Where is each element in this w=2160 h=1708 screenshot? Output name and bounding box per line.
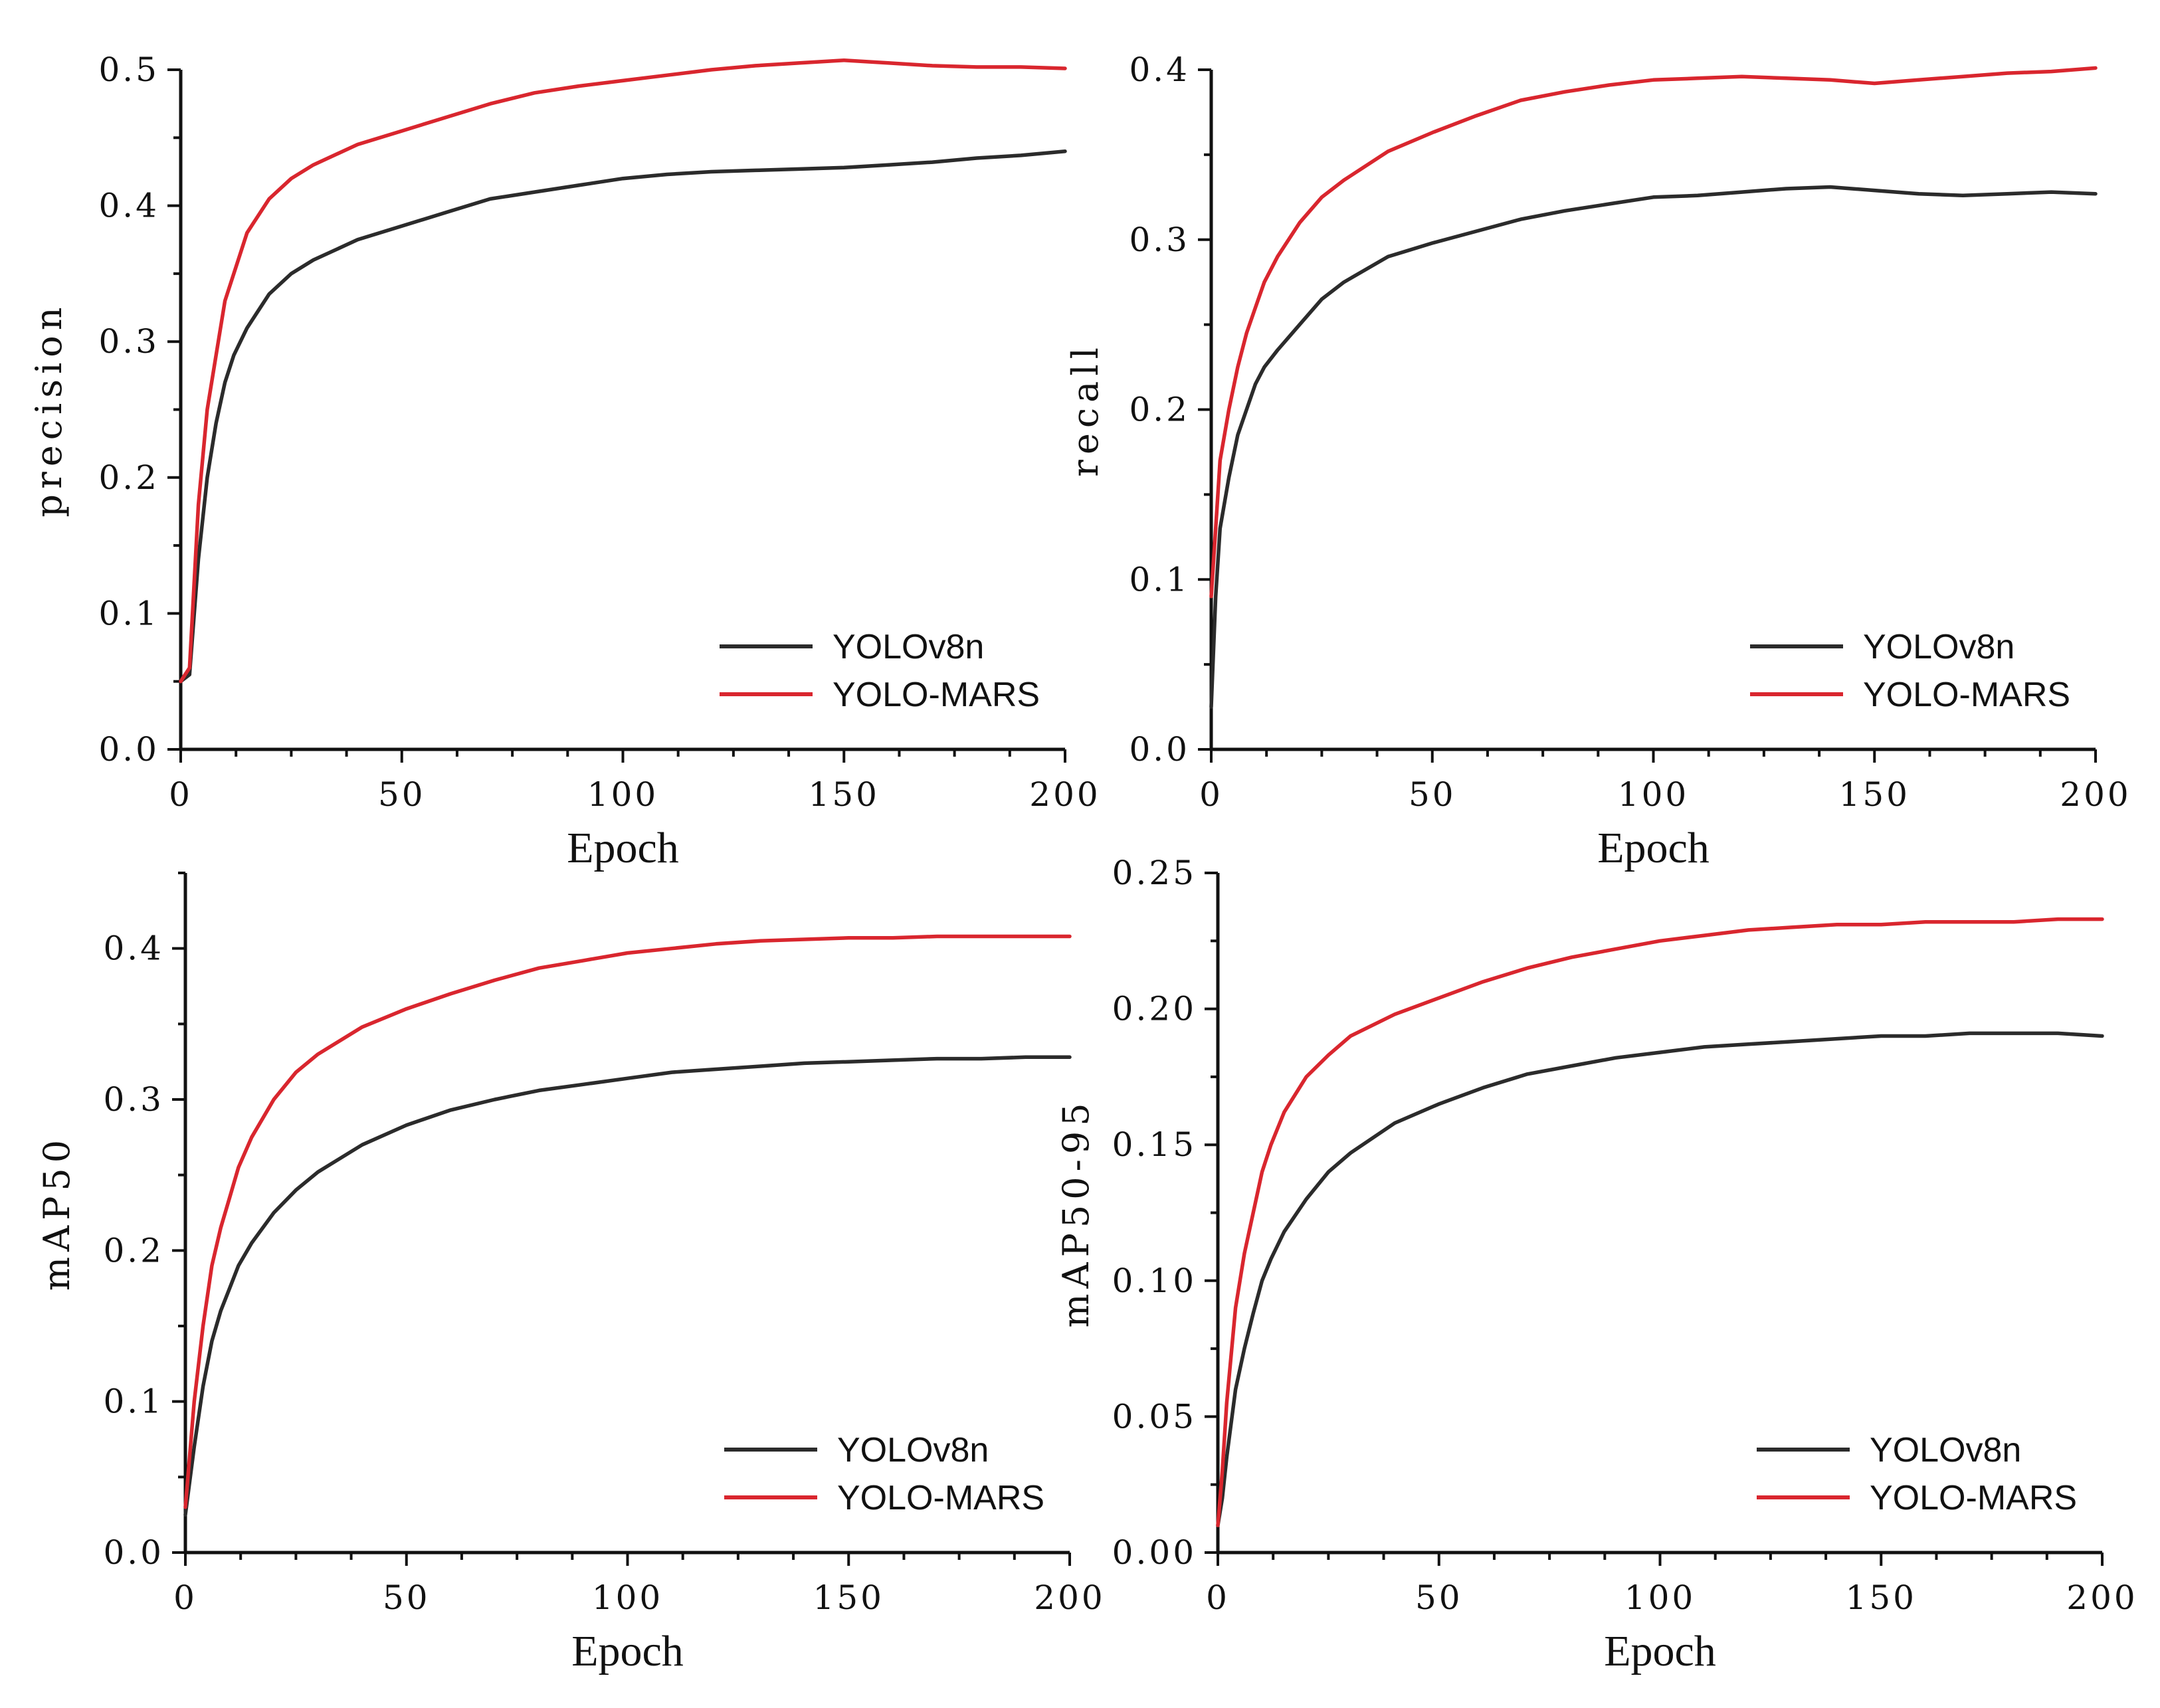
- y-tick-label: 0.2: [98, 458, 159, 497]
- x-tick-label: 50: [378, 775, 426, 814]
- y-tick-label: 0.15: [1112, 1125, 1197, 1164]
- panel-recall: 0 50 100 150 200 0.0 0.1 0.2 0.3 0.4 Epoch recall YO…: [1064, 50, 2131, 872]
- x-tick-label: 150: [809, 775, 880, 814]
- y-tick-label: 0.3: [1129, 221, 1190, 259]
- x-tick-label: 0: [169, 775, 193, 814]
- legend-label-yolov8n: YOLOv8n: [1870, 1431, 2021, 1470]
- x-tick-label: 200: [2066, 1578, 2137, 1617]
- y-tick-label: 0.0: [98, 730, 159, 769]
- y-tick-label: 0.3: [103, 1080, 164, 1119]
- x-tick-label: 100: [587, 775, 658, 814]
- y-tick-label: 0.20: [1112, 990, 1197, 1028]
- series-line-yolo-mars: [1216, 917, 2104, 1527]
- x-axis-title: Epoch: [1604, 1627, 1716, 1675]
- x-tick-label: 200: [1029, 775, 1100, 814]
- y-tick-label: 0.4: [103, 929, 164, 968]
- y-tick-label: 0.1: [98, 594, 159, 632]
- legend-label-yolov8n: YOLOv8n: [1863, 628, 2014, 666]
- series-line-yolov8n: [1209, 185, 2098, 709]
- x-tick-label: 0: [1199, 775, 1223, 814]
- legend-label-yolo-mars: YOLO-MARS: [1870, 1479, 2077, 1517]
- y-tick-label: 0.25: [1112, 854, 1197, 892]
- x-tick-label: 200: [2060, 775, 2131, 814]
- series-line-yolov8n: [1216, 1031, 2104, 1527]
- x-tick-label: 100: [1618, 775, 1689, 814]
- series-line-yolov8n: [179, 149, 1067, 684]
- x-tick-label: 50: [1415, 1578, 1463, 1617]
- x-tick-label: 50: [383, 1578, 431, 1617]
- x-tick-label: 0: [173, 1578, 197, 1617]
- legend-label-yolov8n: YOLOv8n: [837, 1431, 989, 1470]
- series-line-yolo-mars: [183, 934, 1072, 1509]
- y-axis-title: recall: [1064, 342, 1106, 477]
- x-tick-label: 0: [1206, 1578, 1230, 1617]
- x-tick-label: 150: [1846, 1578, 1917, 1617]
- legend-label-yolov8n: YOLOv8n: [833, 628, 984, 666]
- y-tick-label: 0.10: [1112, 1262, 1197, 1300]
- x-axis-title: Epoch: [567, 824, 679, 872]
- x-tick-label: 50: [1409, 775, 1456, 814]
- series-line-yolo-mars: [1209, 66, 2098, 599]
- y-tick-label: 0.0: [1129, 730, 1190, 769]
- y-axis-title: mAP50: [36, 1135, 78, 1291]
- series-line-yolo-mars: [179, 58, 1067, 684]
- panel-map50-95: 0 50 100 150 200 0.00 0.05 0.10 0.15 0.20 0.25 Epoc…: [1055, 854, 2137, 1675]
- y-axis-title: precision: [28, 302, 70, 517]
- y-axis-title: mAP50-95: [1055, 1097, 1097, 1327]
- x-tick-label: 150: [813, 1578, 884, 1617]
- y-tick-label: 0.05: [1112, 1397, 1197, 1436]
- legend-label-yolo-mars: YOLO-MARS: [837, 1479, 1044, 1517]
- x-axis-title: Epoch: [1597, 824, 1710, 872]
- y-tick-label: 0.1: [1129, 560, 1190, 599]
- panel-map50: 0 50 100 150 200 0.0 0.1 0.2 0.3 0.4 Epoch mAP50 YOL…: [36, 872, 1105, 1675]
- panel-precision: 0 50 100 150 200 0.0 0.1 0.2 0.3 0.4 0.5 Epoch preci…: [28, 50, 1100, 872]
- y-tick-label: 0.4: [98, 187, 159, 225]
- x-axis-title: Epoch: [571, 1627, 684, 1675]
- x-tick-label: 100: [592, 1578, 663, 1617]
- x-tick-label: 150: [1839, 775, 1910, 814]
- legend-label-yolo-mars: YOLO-MARS: [833, 676, 1040, 714]
- legend-label-yolo-mars: YOLO-MARS: [1863, 676, 2070, 714]
- series-line-yolov8n: [183, 1055, 1072, 1517]
- y-tick-label: 0.1: [103, 1382, 164, 1421]
- y-tick-label: 0.2: [1129, 391, 1190, 429]
- y-tick-label: 0.2: [103, 1231, 164, 1270]
- y-tick-label: 0.5: [98, 50, 159, 89]
- x-tick-label: 200: [1034, 1578, 1105, 1617]
- y-tick-label: 0.0: [103, 1533, 164, 1572]
- y-tick-label: 0.00: [1112, 1533, 1197, 1572]
- y-tick-label: 0.3: [98, 322, 159, 361]
- x-tick-label: 100: [1624, 1578, 1696, 1617]
- y-tick-label: 0.4: [1129, 50, 1190, 89]
